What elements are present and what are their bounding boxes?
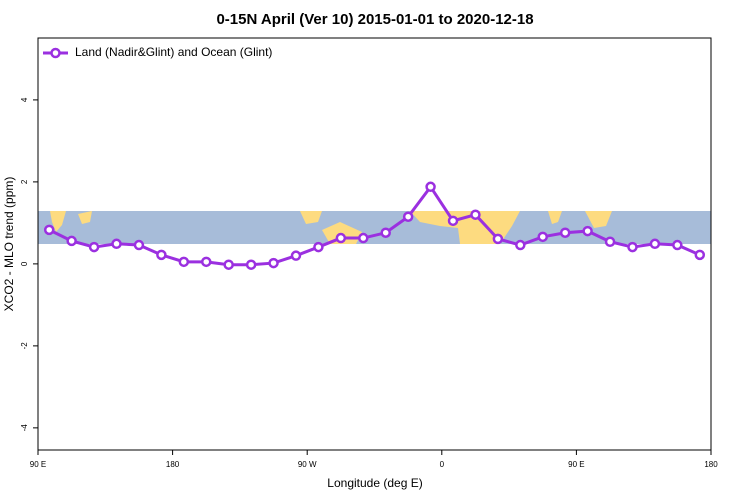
data-point bbox=[88, 241, 100, 253]
x-tick-label: 0 bbox=[440, 460, 445, 469]
data-point bbox=[402, 211, 414, 222]
y-tick-label: 2 bbox=[20, 179, 29, 184]
data-point bbox=[447, 215, 459, 227]
data-point bbox=[559, 227, 571, 238]
data-point bbox=[268, 257, 279, 269]
data-point bbox=[672, 239, 683, 251]
data-point bbox=[358, 232, 369, 244]
data-point bbox=[694, 249, 706, 261]
data-point bbox=[425, 181, 436, 193]
data-point bbox=[245, 259, 257, 270]
y-tick-label: 0 bbox=[20, 261, 29, 266]
chart-title: 0-15N April (Ver 10) 2015-01-01 to 2020-… bbox=[216, 11, 533, 28]
plot-frame bbox=[37, 37, 712, 451]
x-tick-label: 90 E bbox=[568, 460, 584, 469]
y-tick-label: 4 bbox=[20, 97, 29, 102]
data-point bbox=[156, 249, 167, 261]
data-point bbox=[43, 224, 55, 236]
legend-label: Land (Nadir&Glint) and Ocean (Glint) bbox=[75, 45, 272, 59]
data-point bbox=[201, 256, 212, 268]
data-point bbox=[582, 225, 593, 237]
data-point bbox=[335, 232, 347, 244]
data-point bbox=[66, 235, 77, 247]
y-axis-label: XCO2 - MLO trend (ppm) bbox=[2, 177, 16, 312]
data-point bbox=[492, 233, 504, 245]
data-point bbox=[313, 241, 324, 253]
data-point bbox=[470, 209, 481, 220]
data-point bbox=[627, 241, 638, 253]
data-point bbox=[537, 231, 548, 243]
x-axis-label: Longitude (deg E) bbox=[327, 476, 422, 490]
y-tick-label: -2 bbox=[20, 342, 29, 350]
y-tick-label: -4 bbox=[20, 424, 29, 432]
legend-marker bbox=[50, 47, 61, 59]
data-point bbox=[290, 250, 302, 261]
x-tick-label: 180 bbox=[166, 460, 180, 469]
data-point bbox=[649, 238, 661, 250]
data-point bbox=[604, 236, 616, 247]
data-point bbox=[178, 256, 190, 268]
x-tick-label: 180 bbox=[704, 460, 718, 469]
data-point bbox=[133, 239, 145, 251]
data-point bbox=[380, 227, 391, 238]
x-tick-label: 90 E bbox=[30, 460, 46, 469]
data-point bbox=[515, 239, 526, 251]
data-point bbox=[223, 259, 234, 270]
map-band bbox=[38, 211, 711, 244]
data-point bbox=[111, 238, 122, 250]
x-tick-label: 90 W bbox=[298, 460, 317, 469]
